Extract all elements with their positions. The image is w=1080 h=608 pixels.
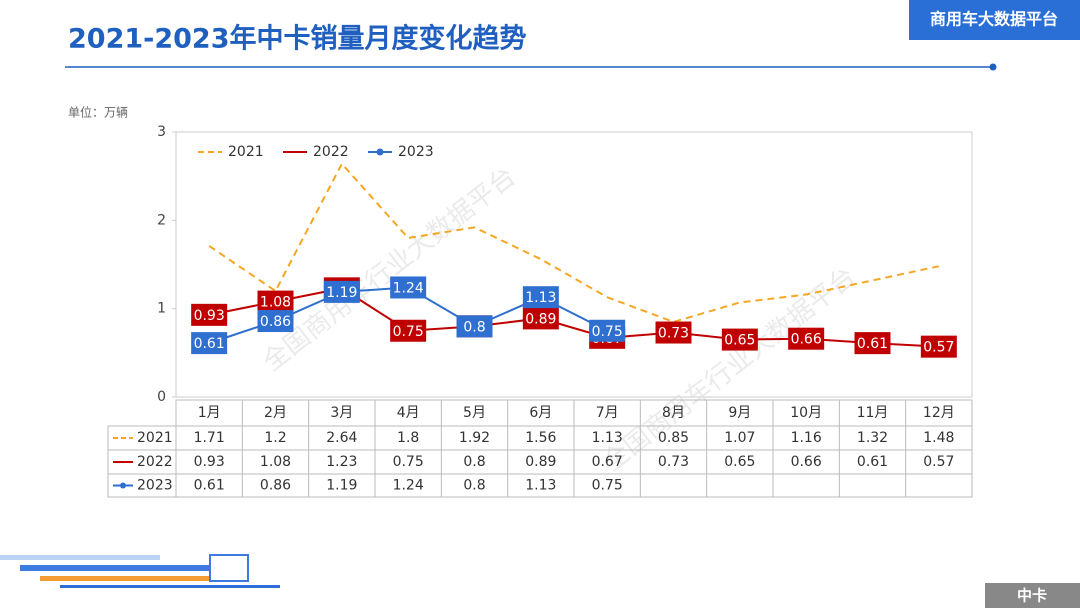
title: 2021-2023年中卡销量月度变化趋势 xyxy=(68,23,527,55)
data-label-box xyxy=(522,307,559,330)
data-label-box xyxy=(456,315,493,338)
data-label: 1.24 xyxy=(393,280,424,296)
table-cell: 0.85 xyxy=(658,430,689,446)
x-tick-label: 9月 xyxy=(728,405,751,421)
y-tick-label: 2 xyxy=(157,212,166,228)
table-cell: 1.48 xyxy=(923,430,954,446)
x-tick-label: 11月 xyxy=(857,405,889,421)
footer-tag-box xyxy=(985,583,1080,608)
y-tick-label: 1 xyxy=(157,301,166,317)
table-cell: 1.24 xyxy=(393,478,424,494)
data-label-box xyxy=(589,319,626,342)
table-cell: 1.56 xyxy=(525,430,556,446)
data-label-box xyxy=(257,290,294,313)
data-label: 0.73 xyxy=(658,326,689,342)
plot-frame xyxy=(175,131,973,398)
unit-label: 单位：万辆 xyxy=(68,105,128,120)
data-label-box xyxy=(920,335,957,358)
table-cell: 1.16 xyxy=(791,430,822,446)
x-tick-label: 6月 xyxy=(529,405,552,421)
y-tick-label: 3 xyxy=(157,124,166,140)
data-label: 0.66 xyxy=(791,332,822,348)
table-cell: 1.13 xyxy=(592,430,623,446)
data-label: 1.19 xyxy=(326,285,357,301)
data-label: 0.57 xyxy=(923,340,954,356)
truck-decor xyxy=(0,554,280,588)
data-label-box xyxy=(323,280,360,303)
legend-label: 2021 xyxy=(228,144,264,160)
data-label: 0.61 xyxy=(857,336,888,352)
badge-text: 商用车大数据平台 xyxy=(930,10,1058,29)
watermark: 全国商用车行业大数据平台 xyxy=(258,162,522,378)
table-cell: 2.64 xyxy=(326,430,357,446)
data-label: 0.75 xyxy=(393,324,424,340)
table-cell: 0.66 xyxy=(791,454,822,470)
table-cell: 0.61 xyxy=(857,454,888,470)
data-label: 0.61 xyxy=(194,336,225,352)
data-label-box xyxy=(788,327,825,350)
data-label: 0.8 xyxy=(463,319,485,335)
x-tick-label: 2月 xyxy=(264,405,287,421)
table-legend-marker xyxy=(120,482,126,489)
table-cell: 0.93 xyxy=(194,454,225,470)
table-cell: 0.73 xyxy=(658,454,689,470)
table-cell: 1.92 xyxy=(459,430,490,446)
table-cell: 0.67 xyxy=(592,454,623,470)
legend-marker xyxy=(376,148,384,156)
table-cell: 1.71 xyxy=(194,430,225,446)
data-label-box xyxy=(655,321,692,344)
data-label: 0.65 xyxy=(724,333,755,349)
table-cell: 0.65 xyxy=(724,454,755,470)
table-row-label: 2023 xyxy=(137,478,173,494)
data-label-box xyxy=(191,303,228,326)
data-label: 0.93 xyxy=(194,308,225,324)
y-tick-label: 0 xyxy=(157,389,166,405)
x-tick-label: 3月 xyxy=(330,405,353,421)
table-cell: 0.57 xyxy=(923,454,954,470)
table-row-label: 2022 xyxy=(137,454,173,470)
data-label: 1.13 xyxy=(525,290,556,306)
badge xyxy=(909,0,1080,40)
rule-dot xyxy=(989,63,997,71)
table-cell: 0.61 xyxy=(194,478,225,494)
table-cell: 1.8 xyxy=(397,430,419,446)
x-tick-label: 8月 xyxy=(662,405,685,421)
x-tick-label: 10月 xyxy=(790,405,822,421)
x-tick-label: 5月 xyxy=(463,405,486,421)
x-tick-label: 7月 xyxy=(596,405,619,421)
table-cell: 0.8 xyxy=(463,454,485,470)
data-label-box xyxy=(390,319,427,342)
table-cell: 0.75 xyxy=(393,454,424,470)
table-cell: 1.23 xyxy=(326,454,357,470)
data-label-box xyxy=(257,310,294,333)
table-cell: 1.07 xyxy=(724,430,755,446)
table-cell: 0.75 xyxy=(592,478,623,494)
table-cell: 1.32 xyxy=(857,430,888,446)
table-row-label: 2021 xyxy=(137,430,173,446)
footer-tag: 中卡 xyxy=(1017,587,1047,605)
table-cell: 1.13 xyxy=(525,478,556,494)
x-tick-label: 12月 xyxy=(923,405,955,421)
legend-label: 2022 xyxy=(313,144,349,160)
data-label-box xyxy=(522,286,559,309)
data-label: 0.86 xyxy=(260,314,291,330)
table-cell: 1.08 xyxy=(260,454,291,470)
x-tick-label: 4月 xyxy=(397,405,420,421)
table-cell: 0.86 xyxy=(260,478,291,494)
x-tick-label: 1月 xyxy=(198,405,221,421)
table-cell: 1.19 xyxy=(326,478,357,494)
data-label-box xyxy=(191,332,228,355)
data-label-box xyxy=(854,332,891,355)
data-label-box xyxy=(721,328,758,351)
table-cell: 0.8 xyxy=(463,478,485,494)
data-label: 0.89 xyxy=(525,311,556,327)
series-line xyxy=(208,162,940,323)
data-label: 0.75 xyxy=(592,324,623,340)
data-label-box xyxy=(390,276,427,299)
legend-label: 2023 xyxy=(398,144,434,160)
table-cell: 1.2 xyxy=(264,430,286,446)
table-cell: 0.89 xyxy=(525,454,556,470)
data-label: 1.08 xyxy=(260,295,291,311)
